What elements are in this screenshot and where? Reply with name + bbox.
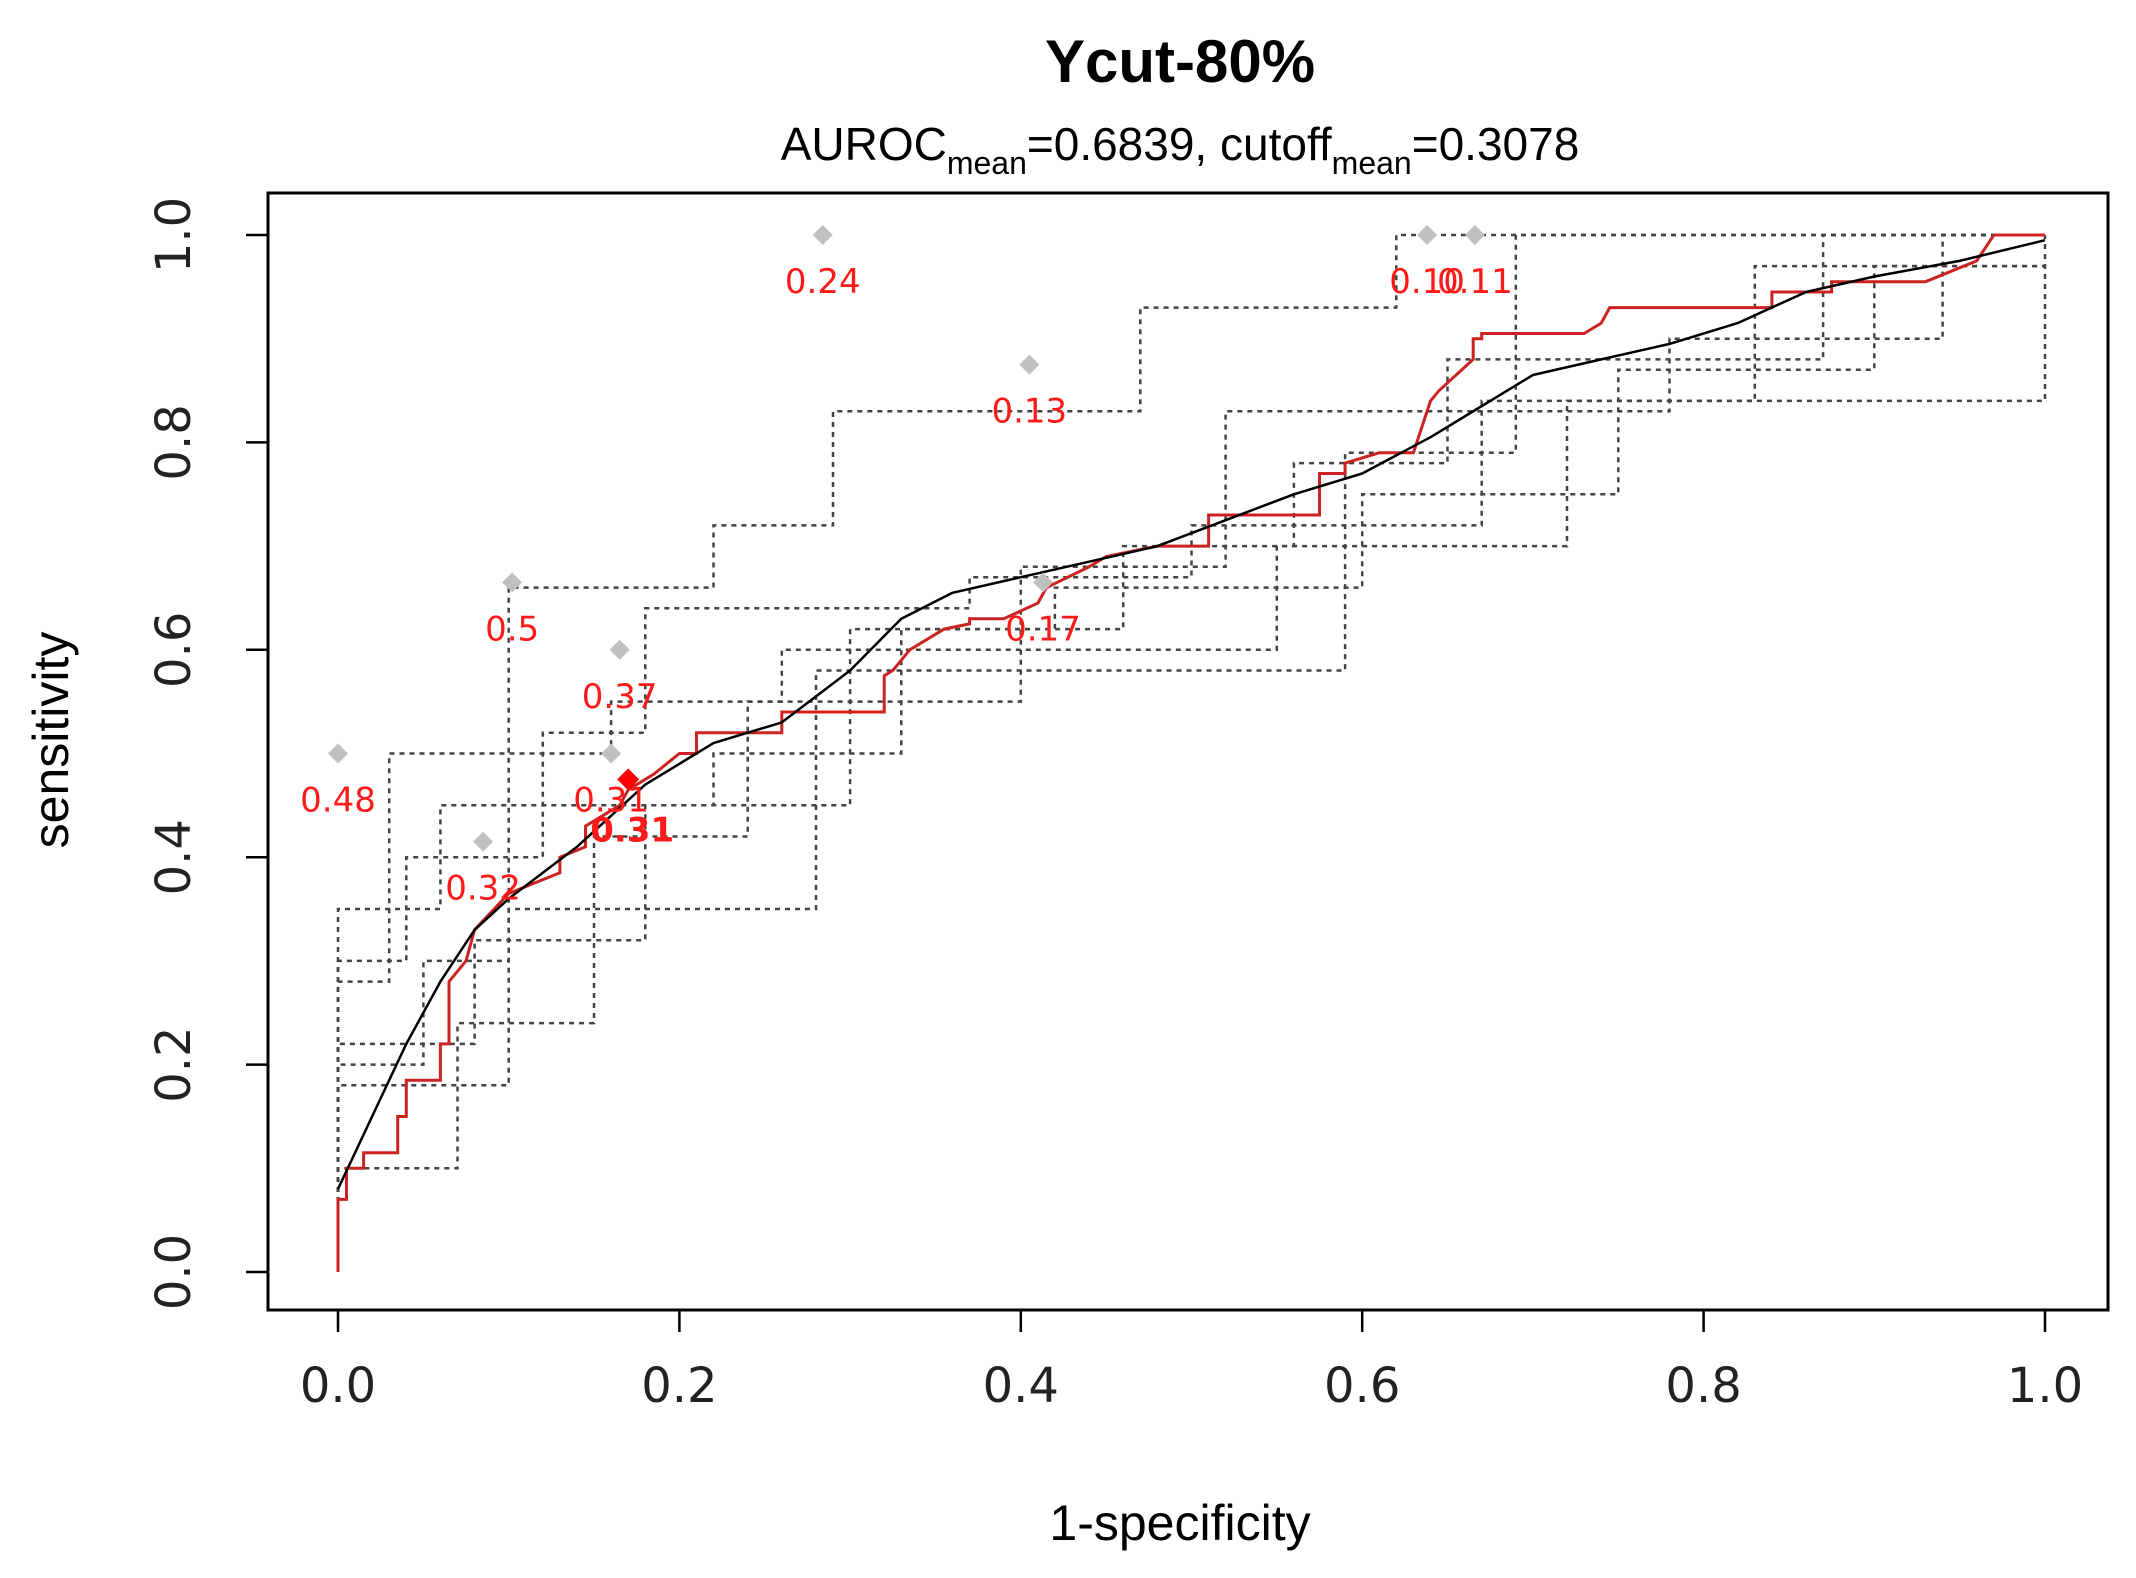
smooth-roc-line	[336, 238, 2046, 1190]
y-tick-label: 0.4	[146, 819, 202, 895]
x-tick-label: 0.2	[641, 1358, 717, 1414]
y-tick-label: 0.0	[146, 1234, 202, 1310]
mean-cutoff-point-label: 0.31	[590, 810, 674, 850]
y-tick-label: 0.6	[146, 612, 202, 688]
fold-roc-curves	[336, 233, 2047, 1272]
subtitle-auroc-prefix: AUROC	[781, 118, 947, 170]
mean-roc-curve	[336, 233, 2045, 1272]
x-axis-label: 1-specificity	[1049, 1495, 1310, 1551]
x-tick-label: 0.6	[1324, 1358, 1400, 1414]
fold-roc-line-2	[336, 235, 2047, 1272]
subtitle-cutoff-value: =0.3078	[1412, 118, 1580, 170]
cutoff-point-marker	[1019, 354, 1040, 375]
fold-roc-line-3	[336, 233, 2045, 1272]
cutoff-point-label: 0.24	[785, 262, 861, 302]
cutoff-point-label: 0.37	[582, 677, 658, 717]
x-axis: 0.0 0.2 0.4 0.6 0.8 1.0	[300, 1308, 2083, 1414]
cutoff-point-label: 0.11	[1437, 262, 1513, 302]
cutoff-point-label: 0.13	[991, 392, 1067, 432]
subtitle-cutoff-subscript: mean	[1332, 145, 1412, 181]
chart-subtitle: AUROCmean=0.6839, cutoffmean=0.3078	[781, 118, 1580, 181]
x-tick-label: 0.8	[1665, 1358, 1741, 1414]
plot-frame	[266, 191, 2110, 1312]
mean-cutoff-point-marker	[617, 768, 640, 791]
mean-roc-line	[336, 233, 2045, 1272]
cutoff-point-marker	[502, 572, 523, 593]
chart-title: Ycut-80%	[1045, 28, 1315, 95]
cutoff-point-marker	[601, 743, 622, 764]
cutoff-point-label: 0.5	[485, 609, 539, 649]
y-axis-label: sensitivity	[23, 632, 79, 849]
fold-roc-line-8	[336, 264, 2045, 1272]
fold-roc-line-4	[336, 233, 2045, 1272]
y-tick-label: 0.8	[146, 404, 202, 480]
x-tick-label: 0.4	[983, 1358, 1059, 1414]
fold-roc-line-7	[336, 264, 2045, 1272]
cutoff-points: 0.48 0.5 0.37 0.32 0.24 0.13 0.17 0.100.11 0.310…	[300, 225, 1513, 909]
cutoff-point-label: 0.17	[1005, 609, 1081, 649]
cutoff-point-label: 0.10	[1389, 262, 1465, 302]
y-axis: 0.0 0.2 0.4 0.6 0.8 1.0	[146, 197, 270, 1310]
cutoff-point-label: 0.32	[445, 869, 521, 909]
cutoff-point-marker	[328, 743, 348, 764]
fold-roc-line-6	[336, 233, 2045, 1272]
subtitle-auroc-subscript: mean	[947, 145, 1027, 181]
y-tick-label: 0.2	[146, 1026, 202, 1102]
cutoff-point-marker	[1464, 225, 1485, 245]
cutoff-point-marker	[1417, 225, 1438, 245]
cutoff-point-marker	[609, 639, 630, 660]
fold-roc-line-5	[336, 233, 2045, 1272]
cutoff-point-marker	[812, 225, 833, 245]
x-tick-label: 0.0	[300, 1358, 376, 1414]
subtitle-auroc-value: =0.6839, cutoff	[1027, 118, 1332, 170]
smoothed-roc-curve	[336, 238, 2046, 1190]
cutoff-point-marker	[1032, 572, 1053, 593]
y-tick-label: 1.0	[146, 197, 202, 273]
cutoff-point-label: 0.31	[573, 781, 649, 821]
cutoff-point-label: 0.48	[300, 781, 376, 821]
cutoff-point-marker	[473, 831, 494, 852]
x-tick-label: 1.0	[2007, 1358, 2083, 1414]
